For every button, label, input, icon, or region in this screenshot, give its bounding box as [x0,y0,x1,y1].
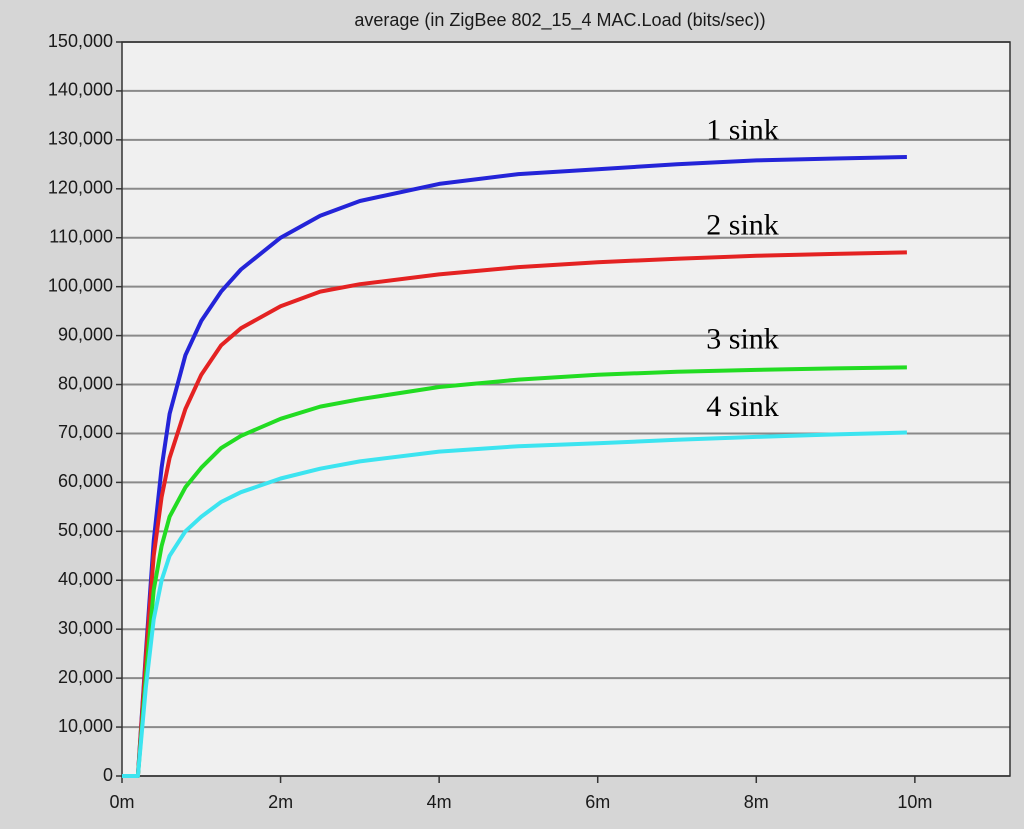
y-tick-label: 40,000 [58,569,113,589]
y-tick-label: 150,000 [48,31,113,51]
y-tick-label: 10,000 [58,716,113,736]
y-tick-label: 120,000 [48,178,113,198]
plot-area [122,42,1010,776]
y-tick-label: 80,000 [58,373,113,393]
x-tick-label: 0m [109,792,134,812]
y-tick-label: 70,000 [58,422,113,442]
y-tick-label: 30,000 [58,618,113,638]
series-label: 3 sink [706,323,779,356]
x-tick-label: 8m [744,792,769,812]
series-line [122,430,907,778]
x-tick-label: 10m [897,792,932,812]
series-label: 1 sink [706,113,779,146]
series-label: 4 sink [706,390,779,423]
y-tick-label: 140,000 [48,80,113,100]
x-tick-label: 4m [427,792,452,812]
series-line [122,250,907,778]
y-tick-label: 90,000 [58,324,113,344]
y-tick-label: 100,000 [48,275,113,295]
y-tick-label: 110,000 [49,226,113,246]
y-tick-label: 60,000 [58,471,113,491]
chart-title: average (in ZigBee 802_15_4 MAC.Load (bi… [354,10,765,31]
y-tick-label: 130,000 [48,129,113,149]
x-tick-label: 6m [585,792,610,812]
y-tick-label: 0 [103,765,113,785]
x-tick-label: 2m [268,792,293,812]
y-tick-label: 50,000 [58,520,113,540]
y-tick-label: 20,000 [58,667,113,687]
series-label: 2 sink [706,209,779,242]
plot-border [121,41,1011,777]
